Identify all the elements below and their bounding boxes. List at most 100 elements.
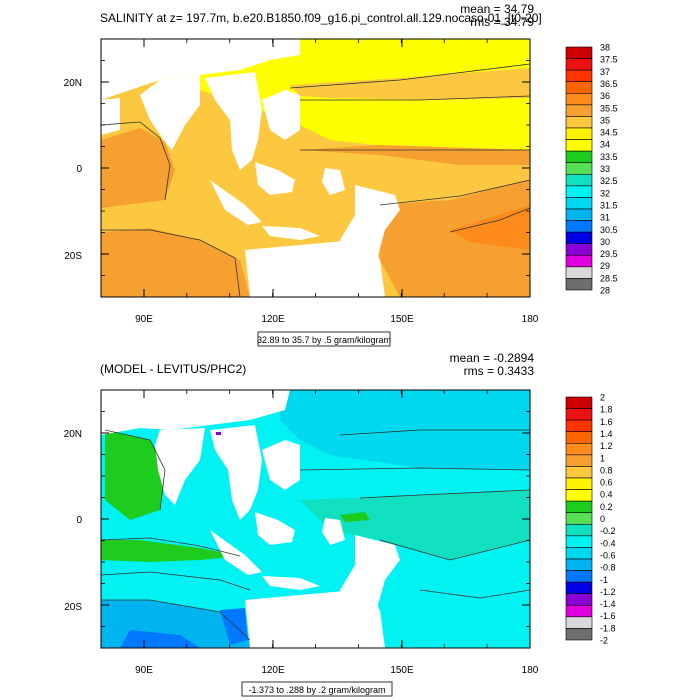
colorbar-swatch bbox=[565, 92, 593, 106]
panel1-xtick-150e: 150E bbox=[390, 314, 414, 325]
colorbar-swatch bbox=[565, 535, 593, 548]
land-india-west bbox=[101, 98, 120, 135]
colorbar-swatch bbox=[565, 197, 593, 210]
colorbar-swatch bbox=[565, 231, 593, 245]
colorbar-label: 33.5 bbox=[600, 152, 618, 162]
land-asia bbox=[101, 390, 290, 435]
land-india bbox=[140, 75, 200, 150]
difference-contour bbox=[101, 599, 251, 641]
salinity-contour bbox=[379, 179, 530, 206]
colorbar-label: 36.5 bbox=[600, 79, 618, 89]
colorbar-label: -0.6 bbox=[600, 550, 616, 560]
colorbar-swatch bbox=[565, 523, 593, 537]
colorbar-label: 30 bbox=[600, 237, 610, 247]
panel1-xtick-90e: 90E bbox=[135, 314, 153, 325]
colorbar-label: 30.5 bbox=[600, 225, 618, 235]
land-sumatra bbox=[210, 180, 262, 225]
land-sumatra bbox=[210, 530, 262, 575]
difference-contour bbox=[339, 429, 530, 436]
salinity-map bbox=[101, 39, 530, 297]
colorbar-label: 38 bbox=[600, 43, 610, 53]
colorbar-swatch bbox=[565, 628, 593, 641]
colorbar-swatch bbox=[565, 208, 593, 221]
panel1-xtick-180: 180 bbox=[522, 314, 539, 325]
panel1-ytick-0: 0 bbox=[76, 164, 82, 175]
panel2-ticks bbox=[100, 389, 531, 649]
difference-panel: (MODEL - LEVITUS/PHC2) mean = -0.2894 rm… bbox=[64, 351, 616, 697]
colorbar-swatch bbox=[565, 116, 593, 129]
colorbar-swatch bbox=[565, 558, 593, 571]
colorbar-label: 36 bbox=[600, 91, 610, 101]
land-australia bbox=[245, 590, 385, 648]
colorbar-label: 0 bbox=[600, 514, 605, 524]
land-java bbox=[262, 576, 320, 590]
colorbar-swatch bbox=[565, 162, 593, 175]
difference-fill-band bbox=[220, 608, 248, 645]
colorbar-swatch bbox=[565, 419, 593, 433]
land-borneo bbox=[255, 512, 295, 545]
colorbar-swatch bbox=[565, 243, 593, 256]
difference-fill-band bbox=[101, 540, 240, 562]
colorbar-label: 31.5 bbox=[600, 200, 618, 210]
panel2-ytick-20s: 20S bbox=[64, 602, 82, 613]
colorbar-swatch bbox=[565, 173, 593, 187]
land-indochina bbox=[205, 72, 262, 170]
difference-fill-band bbox=[300, 490, 530, 560]
salinity-fill-band bbox=[101, 228, 250, 297]
difference-fill-band bbox=[120, 630, 200, 648]
land-new-guinea bbox=[340, 535, 400, 648]
colorbar-swatch bbox=[565, 500, 593, 514]
land-china-sea-coast bbox=[262, 90, 300, 140]
colorbar-swatch bbox=[565, 431, 593, 444]
difference-fill-band bbox=[105, 430, 165, 520]
difference-contour bbox=[379, 539, 530, 561]
colorbar-swatch bbox=[565, 185, 593, 198]
colorbar-label: -0.4 bbox=[600, 538, 616, 548]
colorbar-label: -0.2 bbox=[600, 526, 616, 536]
land-java bbox=[262, 226, 320, 240]
land-sulawesi bbox=[322, 168, 345, 195]
colorbar-label: -1.2 bbox=[600, 587, 616, 597]
salinity-fill-band bbox=[290, 68, 530, 100]
panel2-title: (MODEL - LEVITUS/PHC2) bbox=[100, 362, 246, 376]
colorbar-swatch bbox=[565, 69, 593, 83]
colorbar-label: 29 bbox=[600, 261, 610, 271]
colorbar-label: 29.5 bbox=[600, 249, 618, 259]
panel1-xtick-120e: 120E bbox=[261, 314, 285, 325]
colorbar-label: -2 bbox=[600, 636, 608, 646]
land-australia bbox=[245, 240, 385, 297]
colorbar-label: -1.6 bbox=[600, 611, 616, 621]
land-new-guinea bbox=[340, 185, 400, 297]
panel1-ticks bbox=[100, 38, 531, 298]
colorbar-label: 37 bbox=[600, 67, 610, 77]
panel2-ytick-0: 0 bbox=[76, 515, 82, 526]
colorbar-swatch bbox=[565, 570, 593, 583]
panel2-rms: rms = 0.3433 bbox=[464, 364, 535, 378]
salinity-fill-band bbox=[101, 128, 175, 208]
colorbar-label: 0.6 bbox=[600, 478, 613, 488]
colorbar-swatch bbox=[565, 58, 593, 71]
land-china-sea-coast bbox=[262, 440, 300, 490]
colorbar-swatch bbox=[565, 127, 593, 140]
colorbar-swatch bbox=[565, 477, 593, 490]
colorbar-label: 28.5 bbox=[600, 273, 618, 283]
colorbar-swatch bbox=[565, 616, 593, 629]
colorbar-swatch bbox=[565, 254, 593, 268]
colorbar-label: 1.8 bbox=[600, 405, 613, 415]
colorbar-label: -1.4 bbox=[600, 599, 616, 609]
colorbar-swatch bbox=[565, 581, 593, 595]
land-borneo bbox=[255, 162, 295, 195]
colorbar-label: 35 bbox=[600, 115, 610, 125]
colorbar-swatch bbox=[565, 266, 593, 279]
difference-contour bbox=[101, 571, 251, 591]
colorbar-swatch bbox=[565, 547, 593, 560]
colorbar-label: 0.8 bbox=[600, 465, 613, 475]
panel2-range-label: -1.373 to .288 by .2 gram/kilogram bbox=[248, 685, 385, 695]
salinity-contour bbox=[449, 207, 530, 233]
colorbar-label: 35.5 bbox=[600, 103, 618, 113]
colorbar-label: 28 bbox=[600, 286, 610, 296]
land-asia bbox=[101, 39, 300, 100]
difference-fill-band bbox=[280, 390, 530, 470]
difference-contour bbox=[104, 429, 166, 511]
difference-contour bbox=[419, 589, 530, 599]
